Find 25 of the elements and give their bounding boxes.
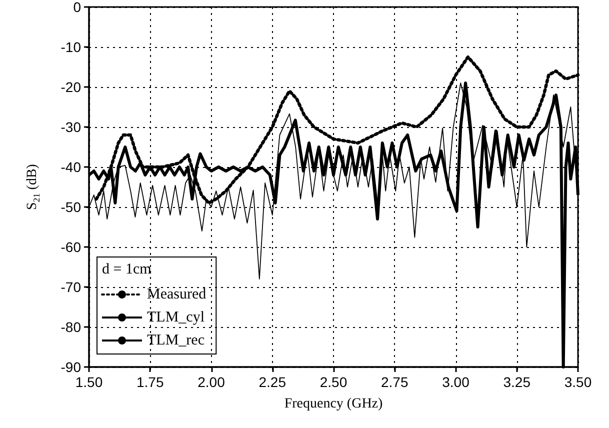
x-tick-label: 2.00 (198, 374, 226, 390)
x-tick-label: 2.50 (320, 374, 348, 390)
x-tick-label: 3.50 (564, 374, 592, 390)
y-tick-label: 0 (73, 0, 82, 15)
x-tick-label: 1.50 (75, 374, 103, 390)
x-axis-title: Frequency (GHz) (284, 396, 384, 412)
y-tick-label: -10 (60, 39, 82, 55)
legend-label: TLM_cyl (147, 310, 204, 326)
y-tick-label: -90 (60, 359, 82, 375)
y-tick-label: -80 (60, 319, 82, 335)
y-tick-label: -70 (60, 279, 82, 295)
y-tick-label: -20 (60, 79, 82, 95)
x-tick-label: 2.25 (258, 374, 286, 390)
y-tick-label: -40 (60, 159, 82, 175)
x-tick-label: 3.25 (503, 374, 531, 390)
x-tick-label: 1.75 (136, 374, 164, 390)
x-tick-label: 3.00 (442, 374, 470, 390)
y-tick-label: -50 (60, 199, 82, 215)
legend-label: TLM_rec (147, 332, 205, 348)
y-tick-label: -30 (60, 119, 82, 135)
x-tick-label: 2.75 (381, 374, 408, 390)
legend-label: Measured (147, 286, 207, 302)
y-tick-label: -60 (60, 239, 82, 255)
y-axis-title: S21 (dB) (25, 164, 42, 210)
legend-title: d = 1cm (102, 262, 152, 278)
